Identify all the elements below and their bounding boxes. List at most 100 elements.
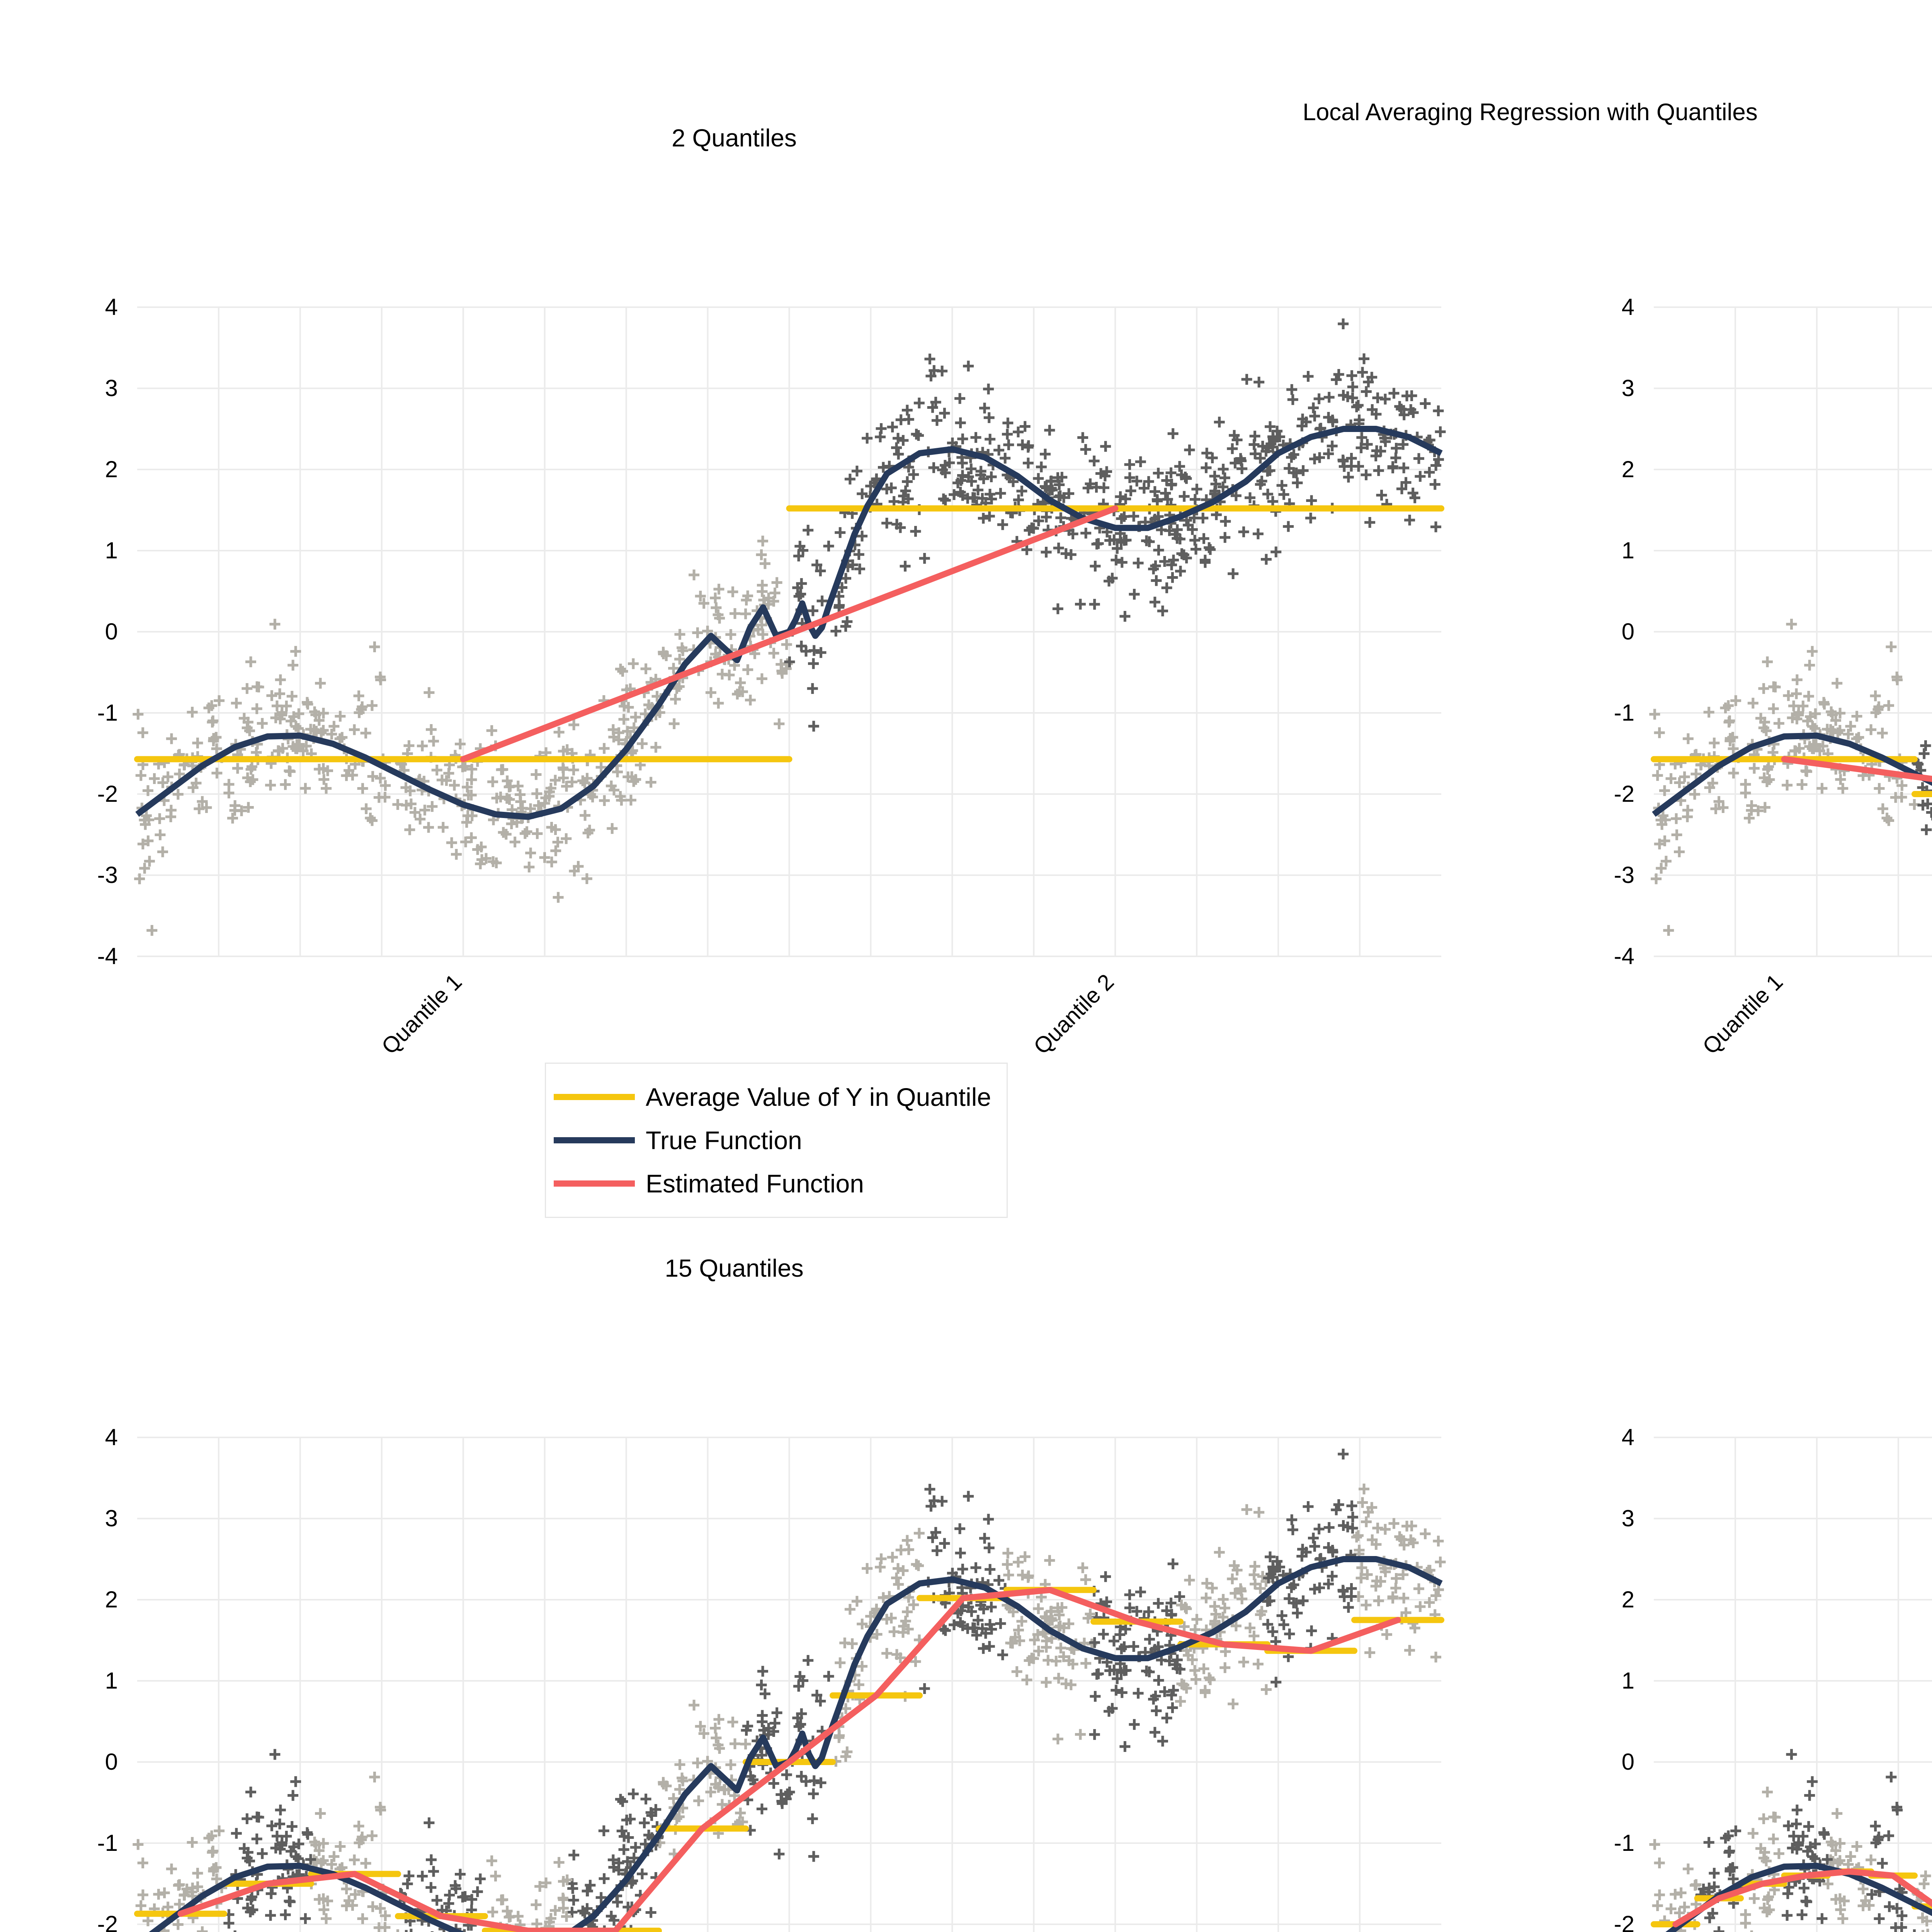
data-point [1404,514,1415,526]
data-point [674,1759,685,1770]
data-point [1391,443,1402,454]
data-point [1179,1621,1190,1632]
data-point [207,1847,218,1858]
data-point [251,1833,262,1845]
data-point [1230,1588,1241,1599]
y-tick-label: -1 [97,1830,118,1856]
data-point [1796,1909,1808,1920]
data-point [713,609,724,620]
data-point [137,838,148,850]
data-point [727,586,738,597]
data-point [727,1716,738,1728]
data-point [1089,1637,1100,1648]
data-point [1286,384,1298,395]
data-point [913,430,924,441]
data-point [925,371,937,382]
data-point [1891,672,1903,683]
data-point [626,1878,637,1889]
data-point [1665,1903,1677,1914]
y-tick-label: 2 [105,456,118,482]
data-point [1255,479,1266,490]
y-tick-label: -2 [1614,781,1634,807]
data-point [986,1601,997,1612]
legend-label: True Function [646,1126,802,1155]
legend-item[interactable]: True Function [554,1119,991,1162]
data-point [1921,1930,1924,1932]
data-point [1670,1889,1681,1900]
data-point [599,1873,610,1884]
data-point [1274,1561,1285,1573]
data-point [405,1930,408,1932]
data-point [895,1544,906,1556]
data-point [1121,1665,1132,1676]
data-point [1832,1857,1844,1869]
data-point [396,1929,399,1932]
data-point [498,827,509,838]
data-point [293,1853,304,1864]
data-point [645,777,656,788]
data-point [1379,432,1390,444]
data-point [1816,1913,1828,1924]
data-point [1262,488,1273,500]
data-point [301,697,313,708]
data-point [1174,461,1185,472]
data-point [668,663,679,674]
data-point [580,810,591,821]
data-point [1265,421,1276,432]
data-point [857,531,868,542]
data-point [816,595,828,607]
data-point [490,1871,501,1882]
data-point [1176,469,1187,480]
data-point [893,1563,904,1574]
data-point [1327,440,1338,452]
data-point [1313,393,1325,405]
data-point [1791,1818,1802,1830]
data-point [693,1795,704,1806]
data-point [1063,1618,1075,1629]
data-point [1033,473,1044,484]
data-point [628,1788,639,1799]
data-point [807,605,818,616]
data-point [1077,1562,1088,1573]
data-point [842,1746,853,1757]
data-point [902,1606,913,1617]
data-point [428,736,439,747]
data-point [1798,1883,1810,1894]
data-point [793,1680,804,1692]
data-point [1166,478,1177,490]
data-point [1099,470,1111,481]
data-point [695,590,706,602]
data-point [1257,440,1268,452]
data-point [375,672,386,683]
data-point [208,1863,219,1874]
data-point [1063,1655,1075,1666]
y-tick-label: 4 [105,1424,118,1450]
data-point [1218,1594,1229,1605]
data-point [795,588,806,600]
legend-swatch [554,1180,635,1187]
data-point [1107,573,1118,584]
data-point [1750,1930,1753,1932]
y-tick-label: 1 [1622,1668,1634,1694]
legend-label: Average Value of Y in Quantile [646,1083,992,1111]
data-point [1347,1522,1358,1534]
data-point [1121,534,1132,546]
data-point [1250,1578,1261,1590]
data-point [1866,1854,1877,1866]
data-point [963,471,974,482]
data-point [689,1699,700,1711]
data-point [1305,512,1316,524]
legend-item[interactable]: Estimated Function [554,1162,991,1205]
data-point [1379,1524,1391,1535]
data-point [1357,367,1368,378]
data-point [955,1605,966,1616]
data-point [318,707,329,719]
data-point [1053,543,1064,554]
data-point [984,489,995,500]
data-point [316,1857,327,1869]
data-point [1075,1729,1086,1740]
legend-item[interactable]: Average Value of Y in Quantile [554,1075,991,1119]
data-point [1821,1854,1833,1865]
data-point [966,463,977,474]
